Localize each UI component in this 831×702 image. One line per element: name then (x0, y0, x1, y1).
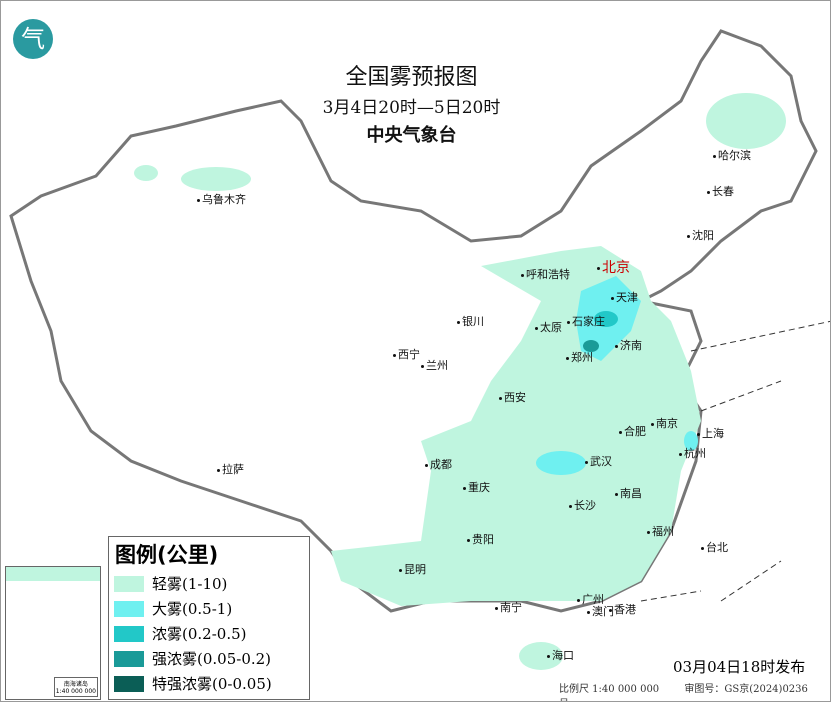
city-label: 武汉 (585, 453, 612, 469)
city-label: 天津 (611, 289, 638, 305)
legend-swatch (114, 675, 144, 692)
legend-item: 强浓雾(0.05-0.2) (114, 646, 309, 671)
city-label: 上海 (697, 425, 724, 441)
city-label: 成都 (425, 456, 452, 472)
city-label: 南昌 (615, 485, 642, 501)
city-label: 重庆 (463, 479, 490, 495)
legend-label: 强浓雾(0.05-0.2) (152, 650, 272, 668)
publish-time: 03月04日18时发布 (673, 658, 806, 676)
city-label: 福州 (647, 523, 674, 539)
city-label: 石家庄 (567, 313, 605, 329)
fog-light-northeast (706, 93, 786, 149)
city-label: 海口 (547, 647, 574, 663)
legend-label: 大雾(0.5-1) (152, 600, 233, 618)
city-label: 银川 (457, 313, 484, 329)
city-label: 太原 (535, 319, 562, 335)
city-label: 呼和浩特 (521, 266, 570, 282)
city-label: 杭州 (679, 445, 706, 461)
city-label: 贵阳 (467, 531, 494, 547)
city-label: 沈阳 (687, 227, 714, 243)
city-label: 南京 (651, 415, 678, 431)
city-label: 郑州 (566, 349, 593, 365)
city-label: 合肥 (619, 423, 646, 439)
china-outline (9, 29, 818, 613)
fog-dense-wuhan (536, 451, 586, 475)
inset-fog-region (6, 567, 100, 581)
cma-logo-icon: 气 (13, 19, 53, 59)
legend-item: 轻雾(1-10) (114, 571, 309, 596)
legend-label: 轻雾(1-10) (152, 575, 228, 593)
city-label: 西安 (499, 389, 526, 405)
inset-scale: 1:40 000 000 (55, 688, 96, 695)
south-china-sea-inset: 南海诸岛 1:40 000 000 (5, 566, 101, 700)
inset-caption: 南海诸岛 1:40 000 000 (53, 677, 98, 697)
legend-swatch (114, 650, 144, 667)
city-label: 拉萨 (217, 461, 244, 477)
legend-title: 图例(公里) (115, 543, 219, 567)
city-label: 济南 (615, 337, 642, 353)
legend-swatch (114, 600, 144, 617)
city-label: 昆明 (399, 561, 426, 577)
fog-light-xinjiang-west (134, 165, 158, 181)
city-label: 北京 (597, 257, 630, 277)
legend-label: 特强浓雾(0-0.05) (152, 675, 272, 693)
legend-item: 大雾(0.5-1) (114, 596, 309, 621)
map-footer: 比例尺 1:40 000 000 审图号：GS京(2024)0236号 (559, 680, 830, 701)
city-label: 西宁 (393, 346, 420, 362)
legend-swatch (114, 575, 144, 592)
inset-caption-title: 南海诸岛 (63, 681, 88, 688)
map-approval-number: 审图号：GS京(2024)0236号 (559, 684, 808, 701)
legend-item: 浓雾(0.2-0.5) (114, 621, 309, 646)
city-label: 长沙 (569, 497, 596, 513)
legend-item: 特强浓雾(0-0.05) (114, 671, 309, 696)
city-label: 台北 (701, 539, 728, 555)
forecast-period: 3月4日20时—5日20时 (322, 98, 501, 118)
map-scale: 比例尺 1:40 000 000 (559, 684, 660, 695)
city-label: 哈尔滨 (713, 147, 751, 163)
legend-swatch (114, 625, 144, 642)
map-title: 全国雾预报图 (345, 65, 478, 90)
city-label: 香港 (609, 601, 636, 617)
nine-dash-line (640, 320, 830, 602)
issuer: 中央气象台 (366, 125, 457, 146)
city-label: 长春 (707, 183, 734, 199)
city-label: 乌鲁木齐 (197, 191, 246, 207)
legend: 图例(公里) 轻雾(1-10) 大雾(0.5-1) 浓雾(0.2-0.5) 强浓… (108, 536, 310, 700)
fog-light-xinjiang (181, 167, 251, 191)
legend-label: 浓雾(0.2-0.5) (152, 625, 247, 643)
city-label: 兰州 (421, 357, 448, 373)
city-label: 南宁 (495, 599, 522, 615)
